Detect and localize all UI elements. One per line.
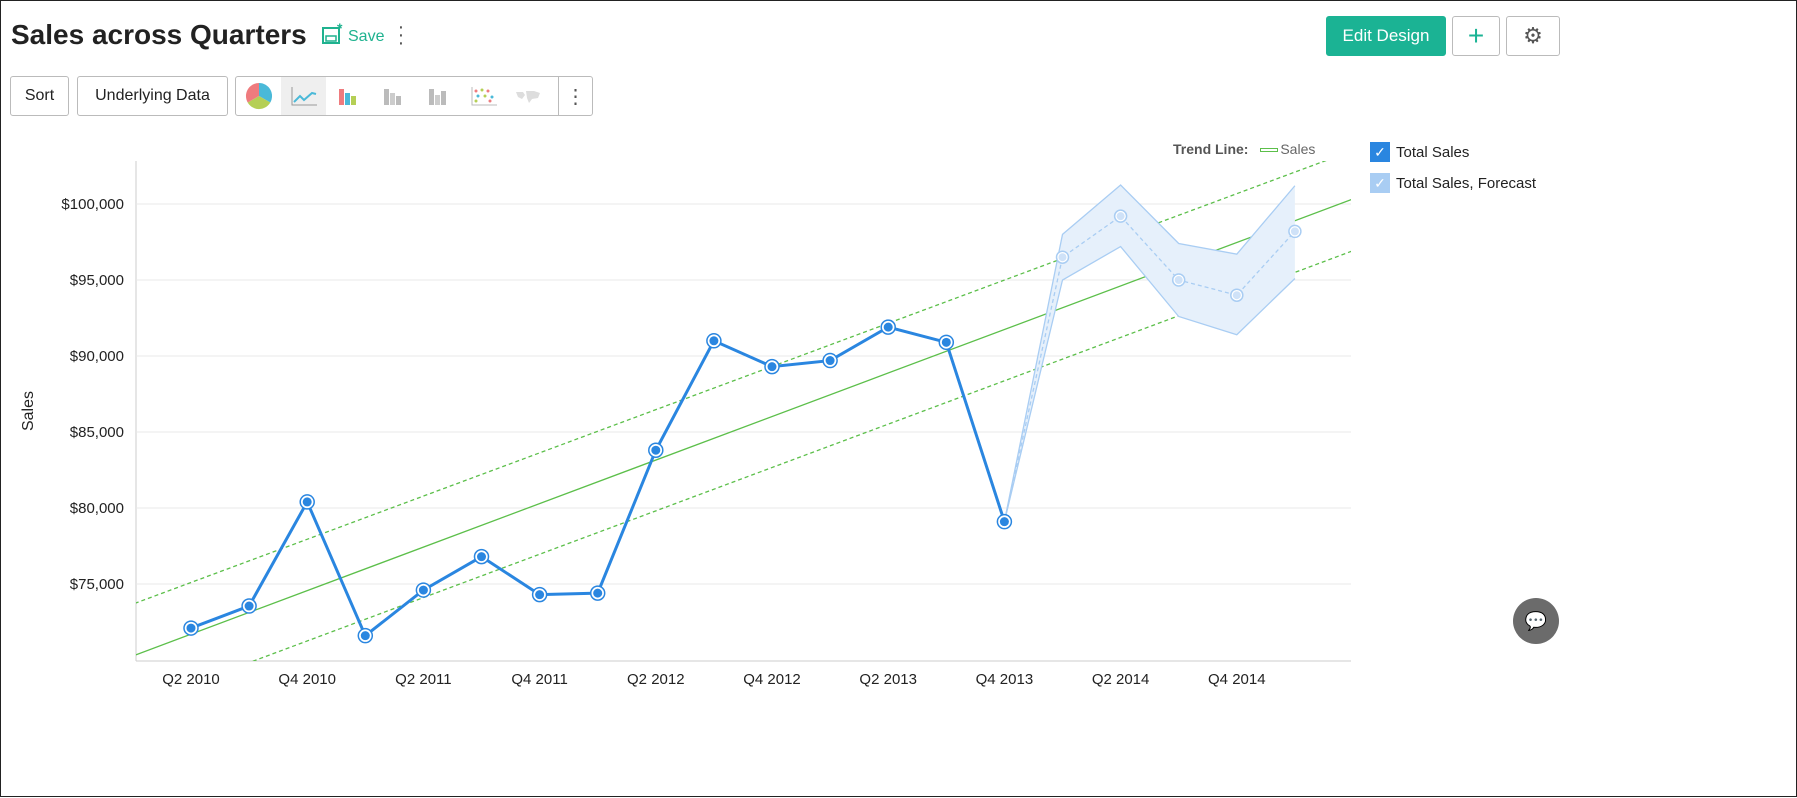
data-point-core — [883, 322, 893, 332]
save-label: Save — [348, 27, 385, 45]
data-point-core — [244, 601, 254, 611]
more-chart-types-icon[interactable]: ⋮ — [558, 77, 592, 115]
legend-label: Total Sales — [1396, 143, 1470, 161]
save-button[interactable]: * Save — [321, 20, 385, 50]
add-button[interactable]: + — [1452, 16, 1500, 56]
forecast-point-core — [1058, 253, 1067, 262]
stacked-bar-chart-icon[interactable] — [371, 77, 416, 115]
forecast-line — [1003, 215, 1296, 522]
settings-button[interactable]: ⚙ — [1506, 16, 1560, 56]
checkbox-checked-icon[interactable]: ✓ — [1370, 173, 1390, 193]
trend-line-legend: Trend Line: Sales — [1173, 141, 1315, 157]
data-point-core — [767, 362, 777, 372]
x-tick-label: Q4 2010 — [278, 671, 336, 688]
edit-design-button[interactable]: Edit Design — [1326, 16, 1446, 56]
data-point-core — [709, 336, 719, 346]
forecast-lower-line — [1003, 245, 1296, 522]
bar-chart-icon[interactable] — [326, 77, 371, 115]
y-tick-label: $95,000 — [70, 272, 124, 289]
more-options-icon[interactable]: · · · — [397, 16, 405, 54]
data-point-core — [477, 552, 486, 562]
data-point-core — [360, 631, 370, 641]
pie-chart-icon[interactable] — [236, 77, 281, 115]
legend-item-forecast[interactable]: ✓ Total Sales, Forecast — [1370, 172, 1536, 194]
combo-chart-icon[interactable] — [416, 77, 461, 115]
y-tick-label: $90,000 — [70, 348, 124, 365]
legend-item-total-sales[interactable]: ✓ Total Sales — [1370, 141, 1536, 163]
save-icon: * — [321, 20, 345, 50]
forecast-point-core — [1116, 212, 1125, 221]
trend-line-swatch — [1260, 148, 1279, 153]
legend: ✓ Total Sales ✓ Total Sales, Forecast — [1370, 141, 1536, 203]
chat-support-button[interactable]: 💬 — [1513, 598, 1559, 644]
forecast-confidence-band — [1004, 185, 1295, 522]
underlying-data-button[interactable]: Underlying Data — [77, 76, 228, 116]
y-tick-label: $85,000 — [70, 424, 124, 441]
x-tick-label: Q2 2014 — [1092, 671, 1150, 688]
plus-icon: + — [1467, 20, 1485, 51]
sort-button[interactable]: Sort — [10, 76, 69, 116]
y-axis-label: Sales — [20, 391, 37, 431]
trend-legend-title: Trend Line: — [1173, 141, 1249, 157]
gear-icon: ⚙ — [1523, 23, 1543, 48]
page-title: Sales across Quarters — [11, 19, 307, 50]
y-tick-label: $75,000 — [70, 576, 124, 593]
forecast-point-core — [1290, 227, 1299, 236]
svg-text:*: * — [337, 23, 343, 36]
x-tick-label: Q4 2011 — [511, 671, 567, 688]
x-tick-label: Q2 2013 — [859, 671, 917, 688]
data-point-core — [535, 590, 545, 600]
x-tick-label: Q2 2010 — [162, 671, 220, 688]
data-point-core — [825, 356, 835, 366]
checkbox-checked-icon[interactable]: ✓ — [1370, 142, 1390, 162]
chat-icon: 💬 — [1524, 610, 1548, 631]
x-tick-label: Q2 2012 — [627, 671, 685, 688]
x-tick-label: Q4 2012 — [743, 671, 801, 688]
scatter-chart-icon[interactable] — [461, 77, 506, 115]
data-point-core — [651, 445, 661, 455]
legend-label: Total Sales, Forecast — [1396, 174, 1537, 192]
y-tick-label: $80,000 — [70, 500, 124, 517]
x-tick-label: Q4 2014 — [1208, 671, 1266, 688]
line-chart-icon[interactable] — [281, 77, 326, 115]
trend-upper-bound — [136, 161, 1327, 604]
map-chart-icon[interactable] — [506, 77, 551, 115]
x-tick-label: Q2 2011 — [395, 671, 451, 688]
forecast-upper-line — [1003, 184, 1296, 522]
chart-type-selector: ⋮ — [235, 76, 593, 116]
data-point-core — [999, 517, 1009, 527]
x-tick-label: Q4 2013 — [976, 671, 1034, 688]
data-point-core — [593, 588, 603, 598]
trend-line — [136, 199, 1351, 656]
data-point-core — [302, 497, 312, 507]
forecast-point-core — [1174, 276, 1183, 284]
data-point-core — [418, 585, 428, 595]
data-point-core — [186, 623, 196, 633]
trend-legend-series: Sales — [1280, 141, 1316, 157]
forecast-point-core — [1232, 291, 1241, 300]
y-tick-label: $100,000 — [61, 196, 124, 213]
data-point-core — [941, 337, 951, 347]
